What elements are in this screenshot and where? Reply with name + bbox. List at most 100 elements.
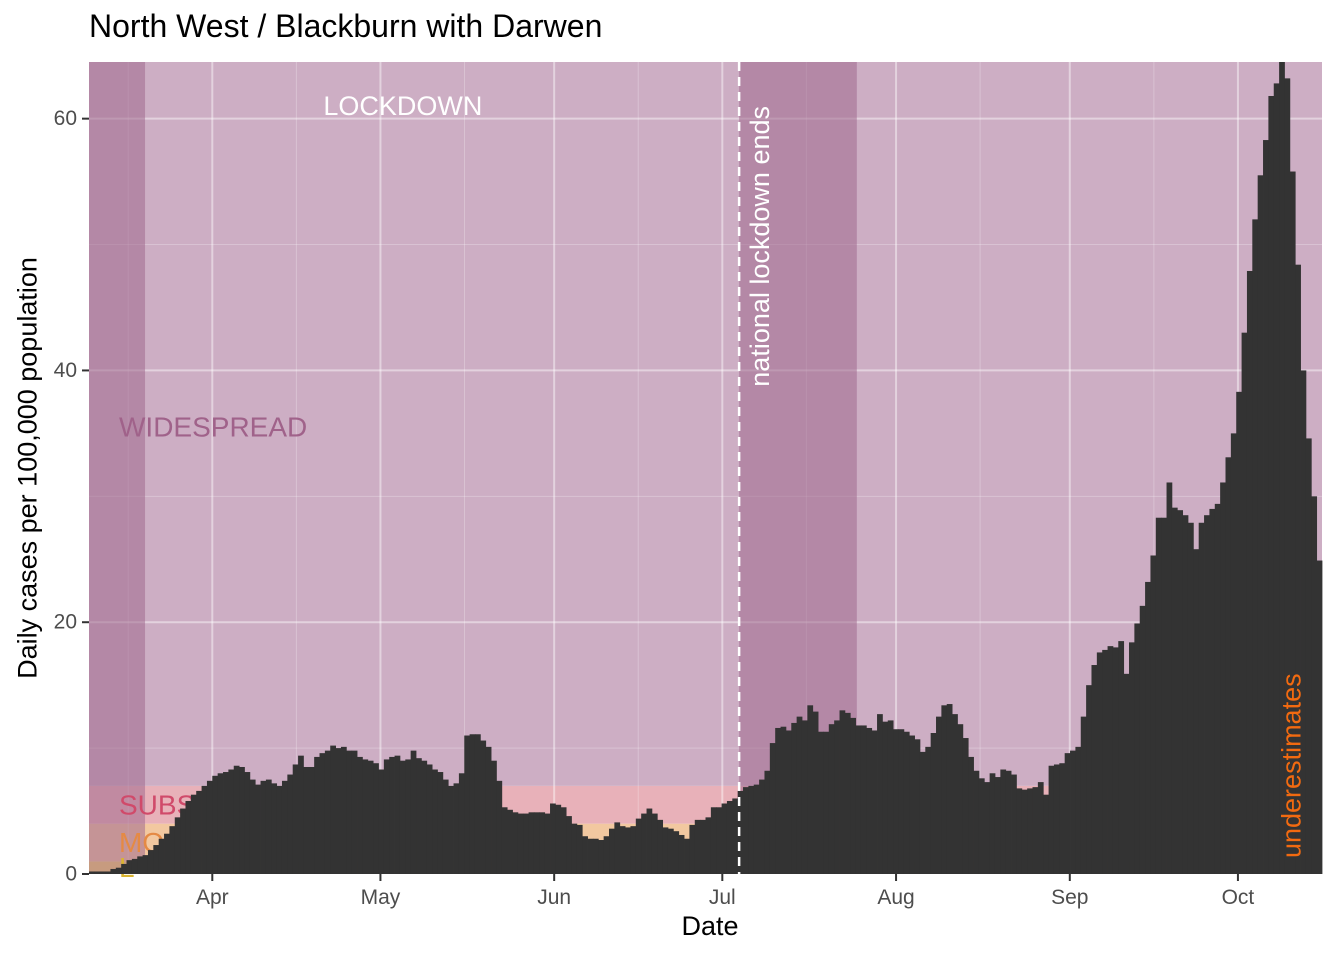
bar <box>265 779 272 874</box>
shaded-period <box>89 62 146 874</box>
bar <box>196 790 202 874</box>
bar <box>410 750 417 874</box>
bar <box>1241 332 1248 875</box>
bar <box>1171 507 1178 874</box>
bar <box>748 785 755 874</box>
bar <box>212 775 219 874</box>
x-tick-label: Aug <box>877 886 914 909</box>
bar <box>1070 750 1076 874</box>
bar <box>378 769 385 874</box>
bar <box>994 777 1001 874</box>
bar <box>1102 649 1108 874</box>
bar <box>1284 78 1291 874</box>
bar <box>1096 652 1103 874</box>
bar <box>764 770 771 874</box>
bar <box>1182 515 1189 874</box>
bar <box>126 860 133 874</box>
bar <box>1305 438 1312 874</box>
bar <box>174 817 181 874</box>
bar <box>823 731 830 874</box>
bar <box>673 831 680 874</box>
bar <box>989 773 996 874</box>
bar <box>1107 646 1114 874</box>
bar <box>399 760 406 874</box>
bar <box>871 730 878 874</box>
bar <box>271 783 278 874</box>
bar <box>1043 794 1049 874</box>
bar <box>812 711 819 874</box>
bar <box>882 721 889 874</box>
bar <box>877 714 883 874</box>
bar <box>432 769 438 874</box>
bar <box>807 705 814 874</box>
bar <box>775 727 781 874</box>
bar <box>185 800 192 874</box>
bar <box>539 812 546 874</box>
bar <box>1225 457 1232 874</box>
bar <box>158 838 165 874</box>
bar <box>389 756 395 874</box>
bar <box>469 734 476 874</box>
bar <box>769 743 776 874</box>
bar <box>421 760 428 874</box>
bar <box>1204 515 1210 874</box>
bar <box>426 764 433 874</box>
bar <box>480 740 487 874</box>
bar <box>721 803 728 874</box>
bar <box>1289 171 1296 874</box>
bar <box>710 807 717 874</box>
lockdown-end-label: national lockdown ends <box>745 106 775 387</box>
bar <box>206 780 213 874</box>
bar <box>115 867 122 874</box>
bar <box>576 824 583 874</box>
bar <box>1112 647 1119 874</box>
bar <box>962 738 969 874</box>
bar <box>260 780 267 874</box>
bar <box>936 716 942 874</box>
bar <box>1161 517 1167 874</box>
bar <box>239 766 245 874</box>
bar <box>169 826 176 874</box>
bar <box>1005 770 1012 874</box>
bar <box>394 755 401 874</box>
bar <box>909 735 915 874</box>
bar <box>1273 83 1280 874</box>
bar <box>555 804 562 874</box>
bar <box>1279 62 1285 874</box>
bar <box>614 822 621 874</box>
bar <box>1177 510 1184 874</box>
bar <box>1048 765 1055 874</box>
bar <box>330 745 336 874</box>
bar <box>1000 769 1007 874</box>
bar <box>442 779 449 874</box>
bar <box>796 716 803 874</box>
y-tick-label: 20 <box>54 611 77 634</box>
y-tick-label: 0 <box>65 863 77 886</box>
bar <box>662 827 669 874</box>
bar <box>598 840 605 874</box>
bar <box>887 720 894 874</box>
bar <box>1123 673 1130 874</box>
bar <box>978 778 985 874</box>
bar <box>925 746 932 874</box>
bar <box>324 750 331 874</box>
bar <box>308 766 315 874</box>
bar <box>249 779 256 874</box>
bar <box>1187 522 1194 874</box>
bar <box>292 764 299 874</box>
bar <box>566 816 572 874</box>
bar <box>780 726 787 874</box>
bar <box>1053 764 1060 874</box>
bar <box>1214 503 1221 874</box>
bar <box>684 838 690 874</box>
bar <box>314 756 320 874</box>
bar <box>201 785 208 874</box>
bar <box>298 755 304 874</box>
bar <box>1193 549 1200 874</box>
bar <box>453 783 460 874</box>
x-tick-label: Apr <box>196 886 229 909</box>
bar <box>609 828 615 874</box>
bar <box>1027 788 1033 874</box>
bar <box>464 735 471 874</box>
bar <box>501 807 508 874</box>
